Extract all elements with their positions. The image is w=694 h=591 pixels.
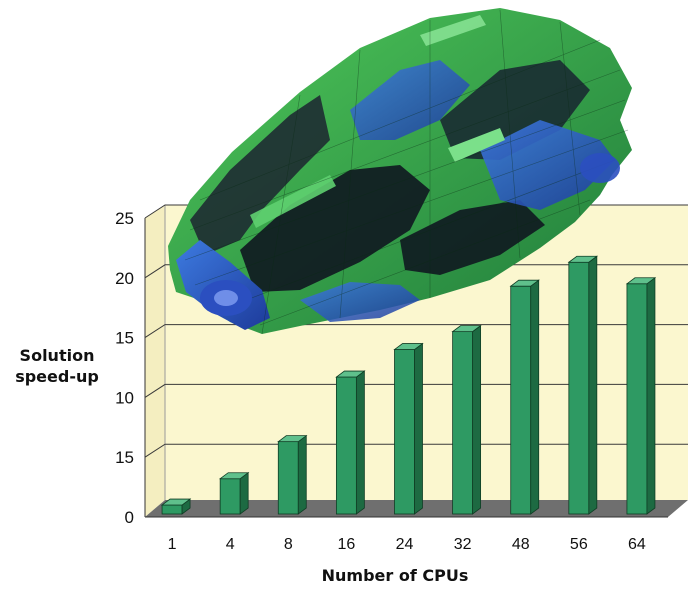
bar-top	[451, 325, 482, 333]
y-tick-label: 15	[115, 448, 134, 467]
bar-front	[219, 478, 241, 515]
y-axis-title: Solution speed-up	[2, 345, 112, 387]
bar-side	[239, 471, 249, 515]
bar	[509, 279, 540, 515]
x-tick-label: 16	[337, 536, 355, 553]
bar-top	[509, 279, 540, 287]
car-body-mesh-illustration	[168, 8, 632, 335]
y-tick-label: 10	[115, 388, 134, 407]
bar-front	[568, 261, 590, 515]
bar-front	[277, 441, 299, 515]
bar-front	[161, 504, 183, 515]
bar-front	[510, 285, 532, 515]
x-tick-label: 48	[512, 536, 530, 553]
bar-side	[588, 255, 598, 515]
bar	[393, 342, 424, 515]
bar-top	[218, 472, 250, 480]
bar	[218, 471, 250, 515]
x-tick-label: 56	[570, 536, 588, 553]
bar-side	[297, 434, 307, 515]
x-tick-label: 4	[226, 536, 235, 553]
y-tick-label: 20	[115, 269, 134, 288]
x-tick-label: 64	[628, 536, 646, 553]
bars-layer	[160, 255, 657, 515]
bar-front	[626, 283, 648, 515]
bar	[625, 276, 657, 515]
bar-side	[414, 342, 423, 515]
y-tick-label: 15	[115, 329, 134, 348]
side-wall	[145, 205, 165, 517]
x-tick-labels: 1 4 8 16 24 32 48 56 64	[168, 536, 646, 553]
y-tick-labels: 0 15 10 15 20 25	[115, 209, 134, 527]
bar	[451, 324, 482, 515]
y-axis-title-line-1: Solution	[19, 346, 95, 365]
x-tick-label: 32	[454, 536, 472, 553]
x-tick-label: 1	[168, 536, 177, 553]
bar-front	[394, 349, 415, 515]
bar-top	[335, 370, 366, 378]
x-tick-label: 24	[396, 536, 414, 553]
bar-side	[355, 370, 365, 515]
bar-top	[277, 435, 308, 443]
bar	[335, 370, 366, 515]
y-tick-label: 25	[115, 209, 134, 228]
bar-top	[625, 277, 657, 285]
bar	[567, 255, 599, 515]
bar-side	[472, 324, 482, 515]
y-tick-label: 0	[125, 508, 134, 527]
x-axis-title: Number of CPUs	[321, 566, 469, 585]
bar	[277, 434, 308, 515]
y-axis-title-line-2: speed-up	[15, 367, 99, 386]
bar-side	[646, 276, 656, 515]
bar-top	[160, 498, 192, 506]
bar-side	[530, 279, 540, 515]
bar	[160, 498, 192, 515]
bar-top	[393, 343, 424, 350]
bar-front	[335, 376, 357, 515]
x-tick-label: 8	[284, 536, 293, 553]
bar-front	[452, 331, 474, 515]
bar-top	[567, 255, 599, 263]
